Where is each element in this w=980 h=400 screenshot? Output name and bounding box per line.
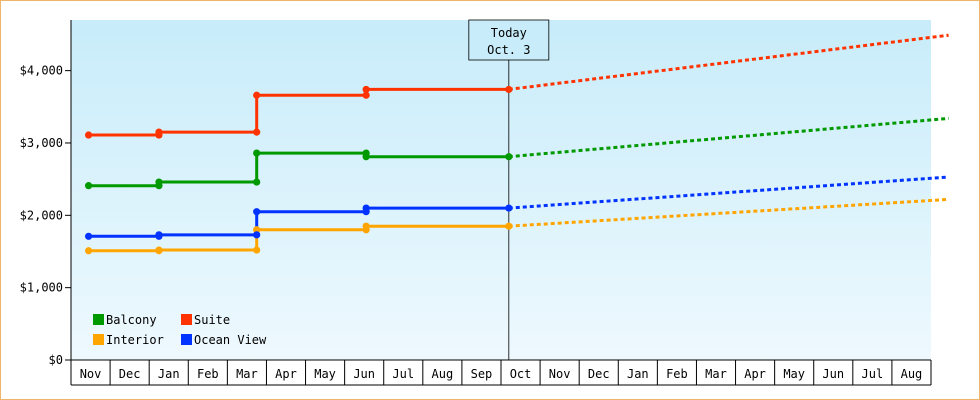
x-tick-label: Nov — [80, 367, 102, 381]
legend-swatch-suite — [181, 314, 192, 325]
x-tick-label: Jun — [353, 367, 375, 381]
data-point-balcony — [253, 178, 261, 186]
series-forecast-interior — [508, 197, 949, 228]
data-point-interior — [505, 222, 513, 230]
legend-swatch-ocean-view — [181, 334, 192, 345]
series-forecast-suite — [508, 33, 949, 91]
data-point-ocean-view — [253, 231, 261, 239]
x-tick-label: Jan — [158, 367, 180, 381]
data-point-suite — [84, 131, 93, 139]
series-forecast-ocean-view — [508, 175, 949, 210]
today-label: Today — [491, 26, 527, 40]
x-tick-label: Feb — [197, 367, 219, 381]
x-tick-label: Jan — [627, 367, 649, 381]
y-tick-label: $1,000 — [20, 281, 63, 295]
x-tick-label: Mar — [236, 367, 258, 381]
x-tick-label: Jun — [822, 367, 844, 381]
y-tick-label: $0 — [49, 353, 63, 367]
x-tick-label: Mar — [705, 367, 727, 381]
x-tick-label: Aug — [432, 367, 454, 381]
data-point-balcony — [362, 153, 370, 161]
data-point-suite — [253, 91, 261, 99]
x-tick-label: Jul — [392, 367, 414, 381]
x-tick-label: Dec — [119, 367, 141, 381]
data-point-balcony — [253, 149, 261, 157]
legend-label-suite: Suite — [194, 313, 230, 327]
data-point-ocean-view — [253, 208, 261, 216]
data-point-balcony — [505, 153, 513, 161]
legend-label-ocean-view: Ocean View — [194, 333, 267, 347]
legend-swatch-balcony — [93, 314, 104, 325]
data-point-interior — [84, 247, 93, 255]
series-forecast-balcony — [508, 116, 949, 159]
data-point-interior — [253, 226, 261, 234]
data-point-ocean-view — [155, 231, 163, 239]
plot-area — [71, 20, 931, 360]
data-point-ocean-view — [362, 204, 370, 212]
y-tick-label: $3,000 — [20, 136, 63, 150]
today-date: Oct. 3 — [487, 43, 530, 57]
data-point-suite — [505, 85, 513, 94]
x-tick-label: May — [314, 367, 336, 381]
data-point-balcony — [84, 182, 93, 190]
x-tick-label: Jul — [862, 367, 884, 381]
legend-label-balcony: Balcony — [106, 313, 157, 327]
data-point-ocean-view — [84, 232, 93, 240]
data-point-ocean-view — [505, 204, 513, 212]
x-tick-label: Apr — [275, 367, 297, 381]
x-tick-label: Nov — [549, 367, 571, 381]
x-tick-label: May — [783, 367, 805, 381]
data-point-suite — [253, 128, 261, 136]
data-point-balcony — [155, 178, 163, 186]
data-point-suite — [155, 128, 163, 136]
x-tick-label: Apr — [744, 367, 766, 381]
x-tick-label: Sep — [471, 367, 493, 381]
today-box — [468, 19, 550, 61]
y-tick-label: $4,000 — [20, 64, 63, 78]
data-point-interior — [362, 222, 370, 230]
legend-swatch-interior — [93, 334, 104, 345]
x-tick-label: Dec — [588, 367, 610, 381]
data-point-interior — [253, 246, 261, 254]
data-point-interior — [155, 246, 163, 254]
x-tick-label: Feb — [666, 367, 688, 381]
data-point-suite — [362, 91, 370, 99]
x-tick-label: Aug — [901, 367, 923, 381]
x-tick-label: Oct — [510, 367, 532, 381]
legend-label-interior: Interior — [106, 333, 164, 347]
data-point-suite — [362, 85, 370, 94]
y-tick-label: $2,000 — [20, 208, 63, 222]
